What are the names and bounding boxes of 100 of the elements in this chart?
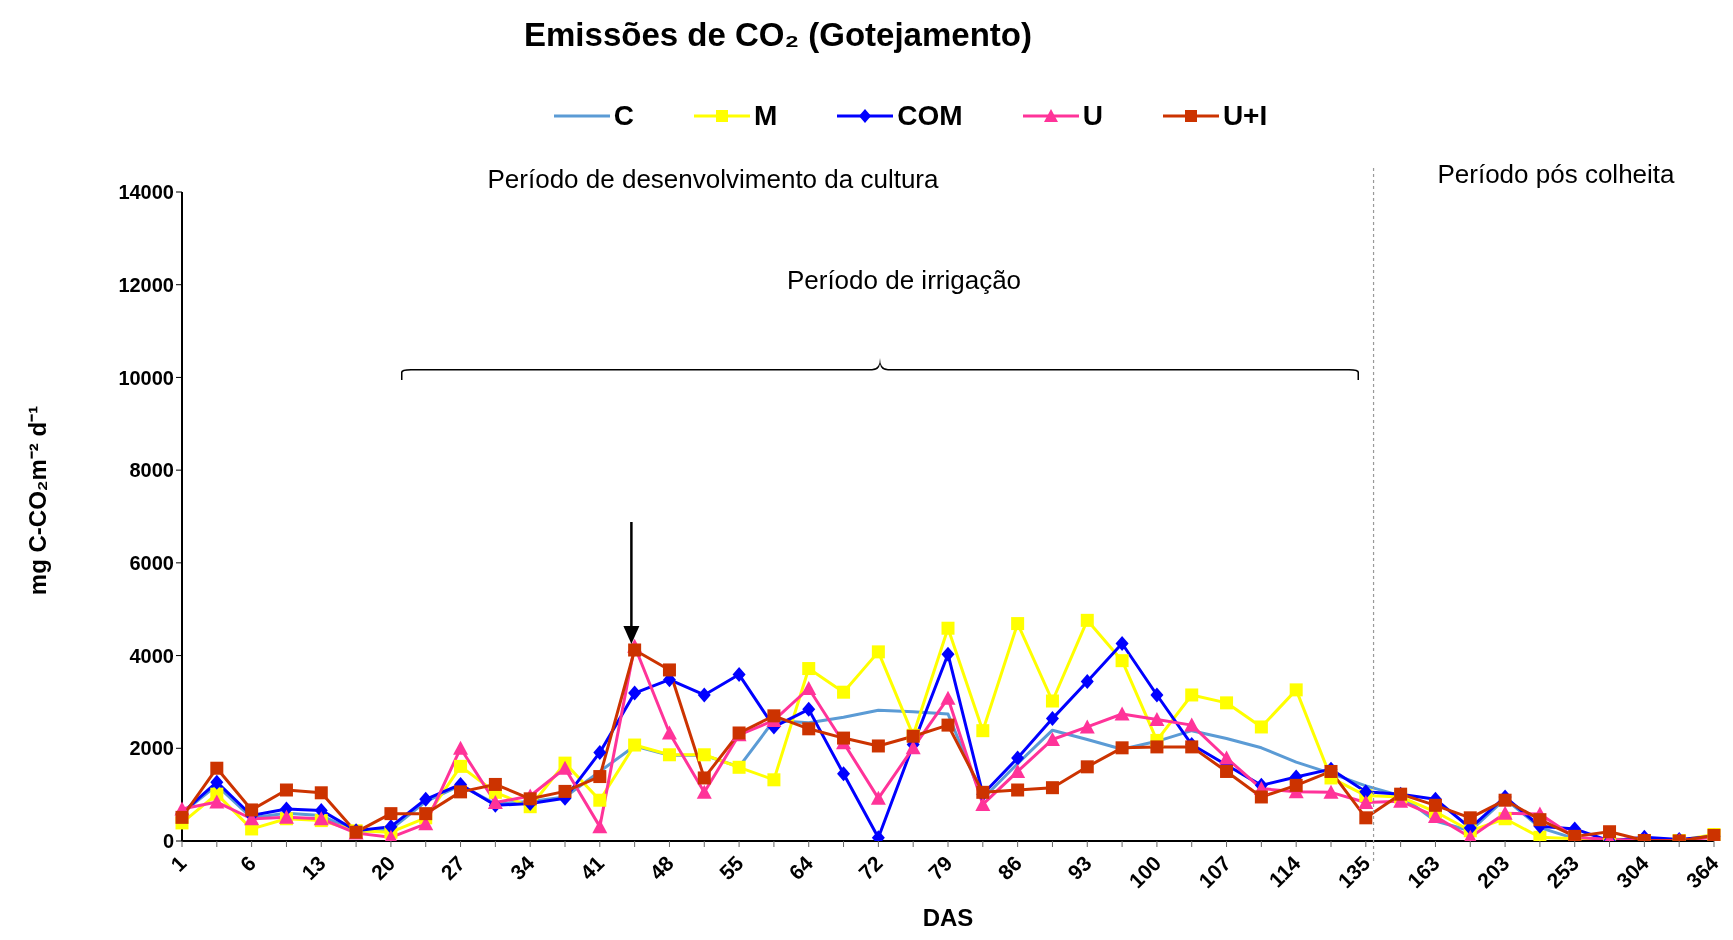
annotation: Período de irrigação	[786, 265, 1022, 295]
point	[941, 646, 955, 662]
point	[1045, 711, 1059, 727]
point	[802, 662, 816, 676]
point	[1359, 811, 1373, 825]
point	[1497, 805, 1513, 820]
y-axis-title: mg C-CO₂m⁻² d⁻¹	[24, 405, 51, 596]
legend-label: U	[1082, 100, 1103, 132]
y-tick-label: 4000	[129, 644, 174, 667]
point	[1220, 764, 1234, 778]
chart-title: Emissões de CO₂ (Gotejamento)	[523, 16, 1033, 54]
y-tick-label: 8000	[129, 459, 174, 482]
point	[592, 819, 608, 834]
point	[593, 793, 607, 807]
point	[419, 807, 433, 821]
x-tick-label: 100	[1124, 851, 1166, 893]
point	[1498, 793, 1512, 807]
annotation: Período de desenvolvimento da cultura	[487, 164, 940, 194]
point	[837, 685, 851, 699]
point	[801, 680, 817, 695]
point	[1358, 795, 1374, 810]
legend-label: C	[613, 100, 634, 132]
point	[1011, 617, 1025, 631]
point	[662, 663, 676, 677]
point	[1011, 750, 1025, 766]
x-tick-label: 13	[296, 851, 330, 884]
point	[732, 760, 746, 774]
point	[1533, 830, 1547, 841]
x-tick-label: 364	[1681, 851, 1723, 893]
y-tick-label: 12000	[118, 273, 174, 296]
point	[1079, 719, 1095, 734]
point	[454, 785, 468, 799]
x-tick-label: 203	[1472, 851, 1514, 893]
point	[1463, 811, 1477, 825]
point	[1114, 706, 1130, 721]
point	[871, 739, 885, 753]
x-tick-label: 107	[1193, 851, 1236, 893]
point	[1115, 741, 1129, 755]
point	[837, 731, 851, 745]
x-tick-label: 135	[1333, 851, 1375, 893]
point	[419, 791, 433, 807]
point	[593, 744, 607, 760]
x-tick-label: 304	[1611, 851, 1654, 893]
point	[697, 771, 711, 785]
point	[210, 761, 224, 775]
point	[1080, 760, 1094, 774]
point	[1289, 683, 1303, 697]
x-tick-label: 34	[505, 851, 539, 884]
y-tick-label: 2000	[129, 737, 174, 760]
point	[941, 718, 955, 732]
x-tick-label: 1	[165, 851, 191, 876]
point	[454, 759, 468, 773]
point	[1010, 763, 1026, 778]
point	[210, 774, 224, 790]
point	[628, 685, 642, 701]
point	[941, 621, 955, 635]
legend-label: M	[753, 100, 778, 132]
point	[314, 786, 328, 800]
point	[871, 645, 885, 659]
point	[1115, 636, 1129, 652]
point	[1219, 750, 1235, 765]
point	[975, 796, 991, 811]
point	[245, 803, 259, 817]
point	[940, 690, 956, 705]
point	[1184, 717, 1200, 732]
point	[1185, 688, 1199, 702]
point	[1080, 613, 1094, 627]
point	[1011, 783, 1025, 797]
point	[1045, 694, 1059, 708]
x-tick-label: 72	[854, 851, 887, 884]
point	[696, 784, 712, 799]
x-tick-label: 93	[1062, 851, 1096, 884]
point	[1428, 798, 1442, 812]
x-tick-label: 20	[366, 851, 400, 884]
point	[1150, 740, 1164, 754]
x-tick-label: 114	[1264, 851, 1305, 892]
x-axis-title: DAS	[922, 904, 974, 931]
point	[1220, 696, 1234, 710]
y-tick-label: 14000	[118, 181, 174, 204]
x-tick-label: 86	[993, 851, 1027, 884]
point	[802, 701, 816, 717]
point	[662, 748, 676, 762]
point	[175, 810, 189, 824]
point	[732, 667, 746, 683]
y-tick-label: 6000	[129, 551, 174, 574]
point	[837, 766, 851, 782]
point	[767, 709, 781, 723]
legend-label: U+I	[1222, 100, 1268, 132]
x-tick-label: 27	[436, 851, 470, 884]
point	[1254, 790, 1268, 804]
point	[209, 794, 225, 809]
legend-label: COM	[897, 100, 963, 132]
point	[558, 784, 572, 798]
y-tick-label: 0	[162, 830, 174, 853]
point	[1289, 778, 1303, 792]
point	[593, 770, 607, 784]
x-tick-label: 48	[645, 851, 679, 884]
x-tick-label: 41	[575, 851, 609, 884]
point	[767, 773, 781, 787]
point	[453, 740, 469, 755]
